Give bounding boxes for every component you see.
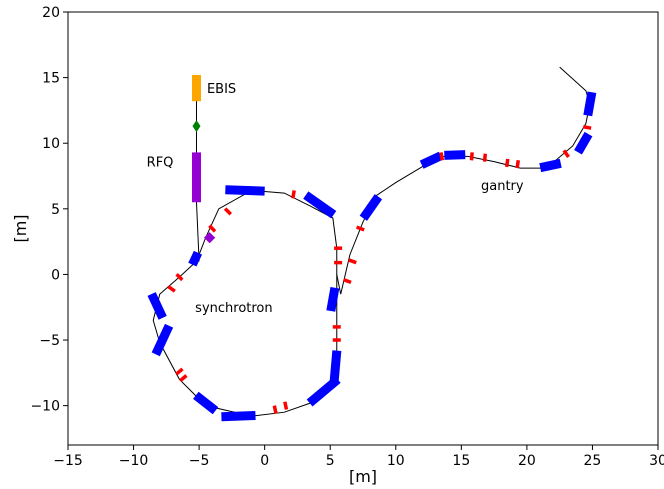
dipole-magnet-17 [444, 150, 466, 160]
quadrupole-magnet-27 [334, 260, 343, 265]
rfq-element-2 [191, 152, 201, 203]
y-tick-label: 15 [42, 71, 60, 87]
x-tick-label: 10 [387, 453, 405, 469]
diamond-element [192, 120, 201, 133]
dipole-magnet-16 [419, 151, 443, 169]
y-axis-label: [m] [11, 214, 30, 242]
x-axis-label: [m] [349, 467, 377, 486]
plot-content: EBIS RFQ synchrotron gantry [147, 66, 597, 422]
matching-element-3 [203, 232, 216, 244]
quadrupole-magnet-30 [272, 405, 278, 414]
annotation-0: EBIS [207, 82, 236, 97]
y-tick-label: 0 [51, 267, 60, 283]
dipole-magnet-18 [539, 158, 562, 173]
dipole-magnet-9 [329, 350, 342, 383]
y-tick-label: 10 [42, 136, 60, 152]
dipole-magnet-14 [147, 292, 167, 320]
plot-frame [67, 11, 659, 446]
annotation-2: synchrotron [195, 301, 272, 316]
dipole-magnet-15 [359, 194, 383, 221]
quadrupole-magnet-43 [582, 125, 592, 130]
quadrupole-magnet-38 [469, 152, 474, 161]
quadrupole-magnet-36 [356, 225, 365, 232]
dipole-magnet-13 [151, 323, 174, 357]
quadrupole-magnet-31 [283, 401, 289, 410]
quadrupole-magnet-24 [167, 285, 176, 293]
beamline-2 [336, 66, 591, 295]
quadrupole-magnet-32 [175, 367, 184, 376]
dipole-magnet-6 [303, 191, 337, 219]
quadrupole-magnet-34 [342, 277, 352, 284]
x-tick-label: −15 [53, 453, 83, 469]
quadrupole-magnet-28 [332, 325, 341, 329]
ebis-element-0 [191, 74, 201, 102]
quadrupole-magnet-22 [223, 207, 233, 216]
y-tick-label: −5 [39, 333, 60, 349]
x-tick-label: 30 [649, 453, 664, 469]
x-tick-label: 5 [326, 453, 335, 469]
quadrupole-magnet-39 [482, 153, 488, 162]
y-tick-label: 20 [42, 5, 60, 21]
quadrupole-magnet-42 [562, 149, 570, 158]
dipole-magnet-4 [188, 250, 203, 267]
quadrupole-magnet-26 [334, 246, 343, 250]
axis-ticks: −15 −10 −5 0 5 10 15 20 25 30 −10 −5 0 5 10 15 20 [30, 5, 664, 469]
x-tick-label: 25 [584, 453, 602, 469]
dipole-magnet-19 [574, 131, 593, 155]
dipole-magnet-10 [306, 375, 341, 407]
y-tick-label: 5 [51, 202, 60, 218]
x-tick-label: 0 [260, 453, 269, 469]
quadrupole-magnet-23 [175, 272, 184, 282]
quadrupole-magnet-37 [439, 152, 445, 161]
dipole-magnet-12 [193, 391, 219, 415]
quadrupole-magnet-29 [332, 338, 341, 342]
dipole-magnet-8 [326, 286, 340, 312]
dipole-magnet-11 [221, 411, 256, 422]
x-tick-label: 15 [452, 453, 470, 469]
y-tick-label: −10 [30, 399, 60, 415]
annotation-1: RFQ [147, 156, 174, 171]
quadrupole-magnet-41 [515, 160, 521, 169]
x-tick-label: −5 [189, 453, 210, 469]
quadrupole-magnet-21 [208, 224, 217, 233]
quadrupole-magnet-33 [179, 374, 188, 382]
quadrupole-magnet-40 [504, 158, 510, 168]
x-tick-label: 20 [518, 453, 536, 469]
quadrupole-magnet-25 [291, 190, 296, 199]
dipole-magnet-20 [583, 91, 597, 117]
annotation-3: gantry [481, 179, 524, 194]
dipole-magnet-5 [225, 185, 265, 196]
quadrupole-magnet-35 [348, 258, 357, 265]
x-tick-label: −10 [119, 453, 149, 469]
